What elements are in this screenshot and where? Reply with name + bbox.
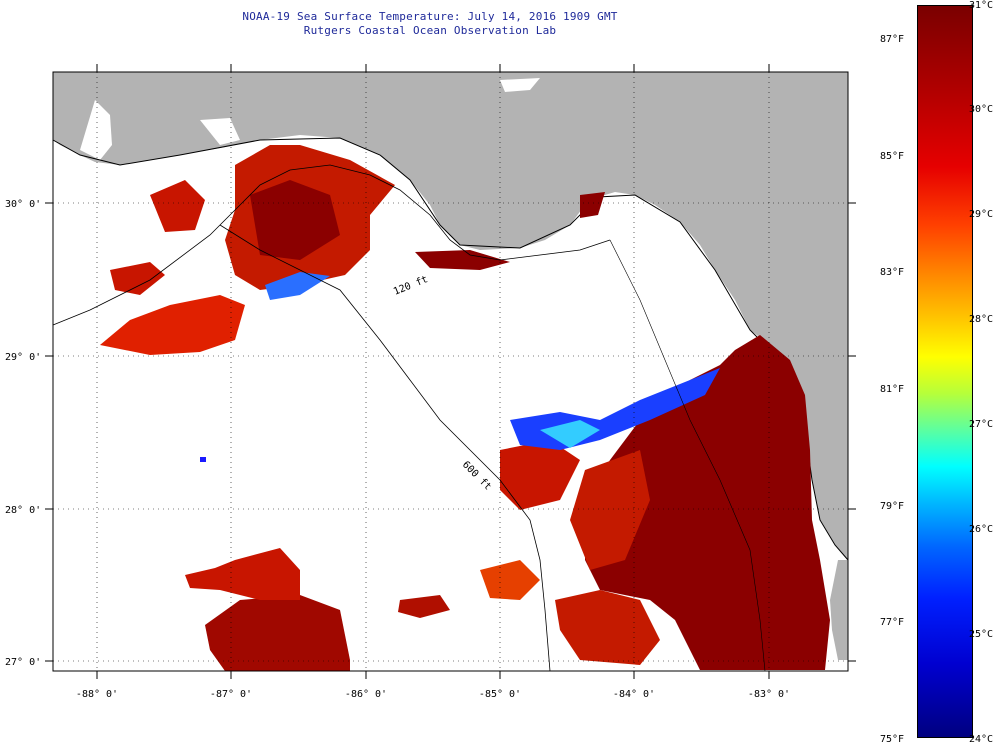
sst-patch-west-small bbox=[110, 262, 165, 295]
sst-patch-south-east bbox=[555, 590, 660, 665]
colorbar-label-77f: 77°F bbox=[880, 617, 905, 628]
lat-label-28: 28° 0' bbox=[5, 505, 41, 516]
temperature-colorbar bbox=[917, 5, 973, 738]
sst-patch-shelf-edge bbox=[570, 450, 650, 570]
colorbar-label-85f: 85°F bbox=[880, 151, 905, 162]
colorbar-label-28c: 28°C bbox=[969, 314, 994, 325]
colorbar-label-87f: 87°F bbox=[880, 34, 905, 45]
colorbar-label-27c: 27°C bbox=[969, 419, 994, 430]
sst-patches bbox=[100, 145, 830, 671]
colorbar-label-79f: 79°F bbox=[880, 501, 905, 512]
sst-patch-northwest-small bbox=[150, 180, 205, 232]
sst-patch-southwest bbox=[205, 595, 350, 671]
sst-patch-bigbend bbox=[580, 192, 605, 218]
lat-label-30: 30° 0' bbox=[5, 199, 41, 210]
colorbar-label-25c: 25°C bbox=[969, 629, 994, 640]
colorbar-label-75f: 75°F bbox=[880, 734, 905, 745]
lon-label-86: -86° 0' bbox=[345, 689, 387, 700]
sst-pixel-blue bbox=[200, 457, 206, 462]
lon-label-88: -88° 0' bbox=[76, 689, 118, 700]
colorbar-label-29c: 29°C bbox=[969, 209, 994, 220]
contour-120ft bbox=[52, 164, 611, 326]
sst-map: 120 ft 600 ft 30° 0 bbox=[5, 64, 856, 700]
bay-water bbox=[80, 78, 540, 160]
sst-patch-south-central bbox=[480, 560, 540, 600]
chart-title: NOAA-19 Sea Surface Temperature: July 14… bbox=[242, 10, 618, 23]
lon-label-85: -85° 0' bbox=[479, 689, 521, 700]
land-mass bbox=[53, 72, 848, 660]
sst-patch-northwest-core bbox=[250, 180, 340, 260]
contour-600ft bbox=[219, 224, 551, 672]
sst-patch-bay bbox=[415, 250, 510, 270]
lon-label-87: -87° 0' bbox=[210, 689, 252, 700]
sst-cool-strip bbox=[265, 272, 330, 300]
sst-patch-south-small bbox=[398, 595, 450, 618]
colorbar-label-24c: 24°C bbox=[969, 734, 994, 745]
sst-patch-west bbox=[100, 295, 245, 355]
lon-label-84: -84° 0' bbox=[613, 689, 655, 700]
colorbar-label-26c: 26°C bbox=[969, 524, 994, 535]
sst-patch-southwest-upper bbox=[185, 548, 300, 600]
lat-label-29: 29° 0' bbox=[5, 352, 41, 363]
chart-subtitle: Rutgers Coastal Ocean Observation Lab bbox=[303, 24, 557, 37]
contour-shelf bbox=[609, 239, 766, 672]
lat-label-27: 27° 0' bbox=[5, 657, 41, 668]
colorbar-label-83f: 83°F bbox=[880, 267, 905, 278]
map-frame bbox=[52, 71, 849, 672]
sst-patch-central bbox=[500, 440, 580, 510]
sst-cool-cyan bbox=[540, 420, 600, 448]
frame-ticks bbox=[45, 64, 856, 679]
colorbar-label-30c: 30°C bbox=[969, 104, 994, 115]
lon-label-83: -83° 0' bbox=[748, 689, 790, 700]
colorbar-label-31c: 31°C bbox=[969, 0, 994, 11]
colorbar-label-81f: 81°F bbox=[880, 384, 905, 395]
